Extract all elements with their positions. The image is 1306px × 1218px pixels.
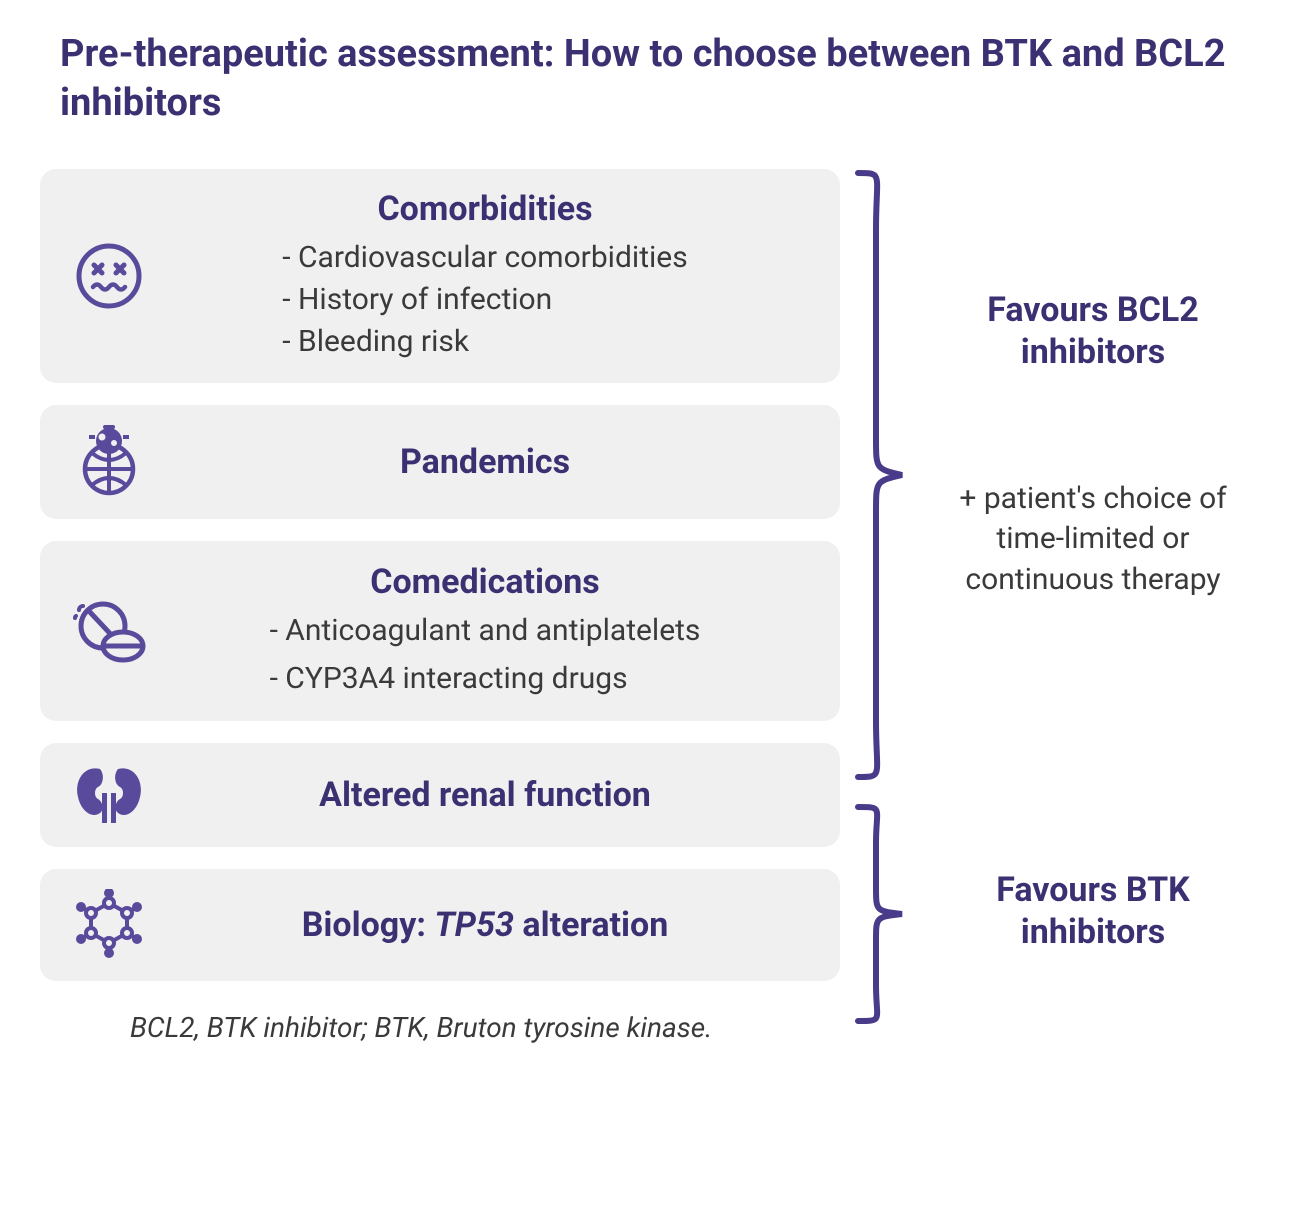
box-biology: Biology: TP53 alteration [40, 869, 840, 981]
page-title: Pre-therapeutic assessment: How to choos… [40, 30, 1266, 129]
box-body: Biology: TP53 alteration [154, 905, 816, 945]
list-item: - Cardiovascular comorbidities [282, 237, 687, 279]
kidneys-icon [64, 763, 154, 827]
box-body: Comorbidities - Cardiovascular comorbidi… [154, 189, 816, 363]
pills-icon [64, 596, 154, 666]
list-item: - CYP3A4 interacting drugs [270, 658, 701, 700]
list-item: - History of infection [282, 279, 687, 321]
box-title: Altered renal function [154, 775, 816, 815]
box-items: - Anticoagulant and antiplatelets - CYP3… [270, 610, 701, 700]
box-title: Comedications [154, 562, 816, 602]
right-column: Favours BCL2 inhibitors + patient's choi… [840, 169, 1266, 981]
favours-bcl2-sub: + patient's choice of time-limited or co… [930, 479, 1256, 601]
content-row: Comorbidities - Cardiovascular comorbidi… [40, 169, 1266, 981]
sick-face-icon [64, 241, 154, 311]
list-item: - Bleeding risk [282, 321, 687, 363]
list-item: - Anticoagulant and antiplatelets [270, 610, 701, 652]
molecule-icon [64, 889, 154, 961]
box-comorbidities: Comorbidities - Cardiovascular comorbidi… [40, 169, 840, 383]
box-body: Altered renal function [154, 775, 816, 815]
boxes-column: Comorbidities - Cardiovascular comorbidi… [40, 169, 840, 981]
brace-bcl2 [850, 169, 910, 781]
box-title: Pandemics [154, 442, 816, 482]
box-title: Comorbidities [154, 189, 816, 229]
favours-btk-label: Favours BTK inhibitors [930, 869, 1256, 954]
box-body: Comedications - Anticoagulant and antipl… [154, 562, 816, 700]
box-items: - Cardiovascular comorbidities - History… [282, 237, 687, 363]
footer-abbrev: BCL2, BTK inhibitor; BTK, Bruton tyrosin… [40, 1011, 1266, 1044]
favours-bcl2-label: Favours BCL2 inhibitors [930, 289, 1256, 374]
box-renal: Altered renal function [40, 743, 840, 847]
globe-virus-icon [64, 425, 154, 499]
brace-btk [850, 803, 910, 1025]
box-body: Pandemics [154, 442, 816, 482]
box-pandemics: Pandemics [40, 405, 840, 519]
box-comedications: Comedications - Anticoagulant and antipl… [40, 541, 840, 721]
box-title: Biology: TP53 alteration [154, 905, 816, 945]
